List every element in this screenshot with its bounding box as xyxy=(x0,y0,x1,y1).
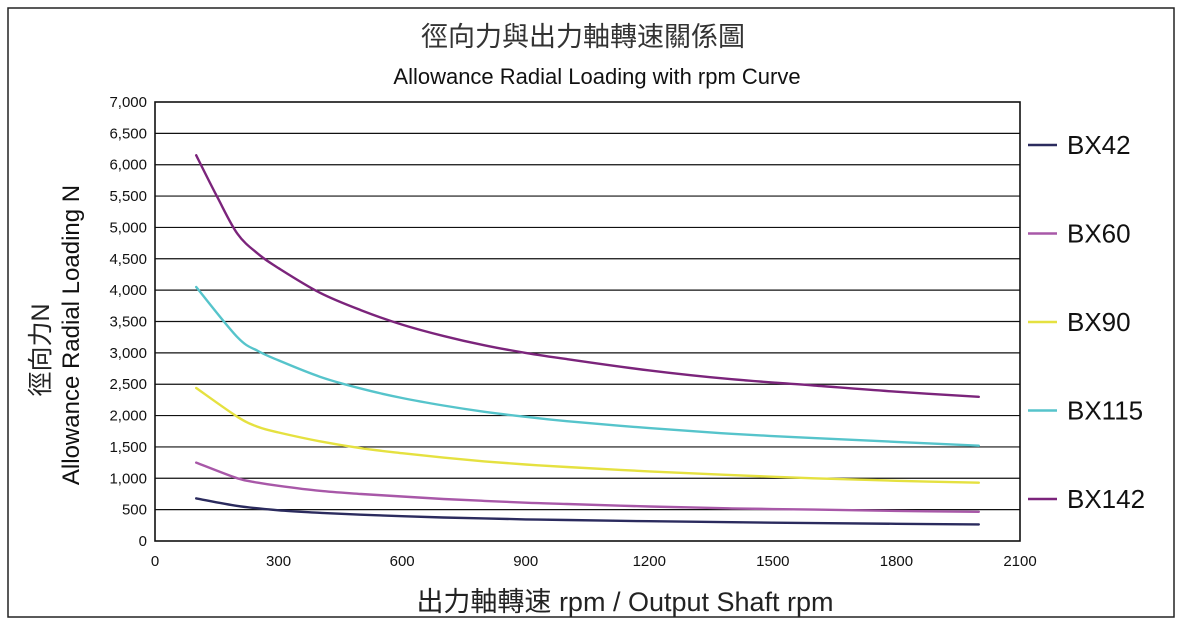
x-tick-label: 1500 xyxy=(756,553,789,570)
legend: BX42 BX60 BX90 BX115 BX142 xyxy=(1028,130,1145,514)
series-line-bx42 xyxy=(195,497,980,526)
y-tick-label: 3,000 xyxy=(109,345,147,362)
series-line-bx90 xyxy=(195,386,980,484)
x-tick-label: 900 xyxy=(513,553,538,570)
x-tick-label: 1800 xyxy=(880,553,913,570)
x-tick-label: 300 xyxy=(266,553,291,570)
x-tick-label: 1200 xyxy=(633,553,666,570)
series-lines xyxy=(195,154,980,526)
legend-label: BX142 xyxy=(1067,484,1145,514)
x-tick-label: 0 xyxy=(151,553,159,570)
y-tick-label: 5,000 xyxy=(109,219,147,236)
x-tick-label: 600 xyxy=(390,553,415,570)
y-tick-label: 4,500 xyxy=(109,251,147,268)
y-axis-label-group: 徑向力N xyxy=(27,303,55,396)
y-tick-label: 2,500 xyxy=(109,376,147,393)
y-tick-label: 500 xyxy=(122,502,147,519)
y-tick-label: 1,000 xyxy=(109,470,147,487)
y-tick-label: 1,500 xyxy=(109,439,147,456)
x-axis-label: 出力軸轉速 rpm / Output Shaft rpm xyxy=(416,587,833,617)
legend-label: BX115 xyxy=(1067,396,1143,426)
legend-item-bx42: BX42 xyxy=(1028,130,1131,160)
legend-item-bx60: BX60 xyxy=(1028,219,1131,249)
y-axis-label-en: Allowance Radial Loading N xyxy=(58,185,85,485)
legend-item-bx90: BX90 xyxy=(1028,307,1131,337)
series-line-bx115 xyxy=(195,285,980,447)
y-tick-label: 0 xyxy=(139,533,147,550)
y-tick-label: 2,000 xyxy=(109,408,147,425)
y-tick-label: 4,000 xyxy=(109,282,147,299)
legend-label: BX42 xyxy=(1067,130,1131,160)
series-line-bx142 xyxy=(195,154,980,398)
y-axis-ticks: 0 500 1,000 1,500 2,000 2,500 3,000 3,500 4,000 4… xyxy=(109,94,147,550)
legend-label: BX60 xyxy=(1067,219,1131,249)
y-tick-label: 6,500 xyxy=(109,125,147,142)
y-axis-label-en-group: Allowance Radial Loading N xyxy=(58,185,85,485)
plot-area-border xyxy=(154,101,1021,542)
y-tick-label: 6,000 xyxy=(109,157,147,174)
x-tick-label: 2100 xyxy=(1003,553,1036,570)
legend-item-bx115: BX115 xyxy=(1028,396,1143,426)
legend-label: BX90 xyxy=(1067,307,1131,337)
y-tick-label: 7,000 xyxy=(109,94,147,111)
outer-border xyxy=(7,7,1175,618)
chart-title: 徑向力與出力軸轉速關係圖 xyxy=(421,22,745,52)
series-line-bx60 xyxy=(195,461,980,513)
legend-item-bx142: BX142 xyxy=(1028,484,1145,514)
gridlines xyxy=(155,132,1020,511)
y-tick-label: 3,500 xyxy=(109,314,147,331)
y-tick-label: 5,500 xyxy=(109,188,147,205)
chart-subtitle: Allowance Radial Loading with rpm Curve xyxy=(393,64,800,89)
x-axis-ticks: 0 300 600 900 1200 1500 1800 2100 xyxy=(151,553,1037,570)
y-axis-label-cn: 徑向力N xyxy=(27,303,55,396)
